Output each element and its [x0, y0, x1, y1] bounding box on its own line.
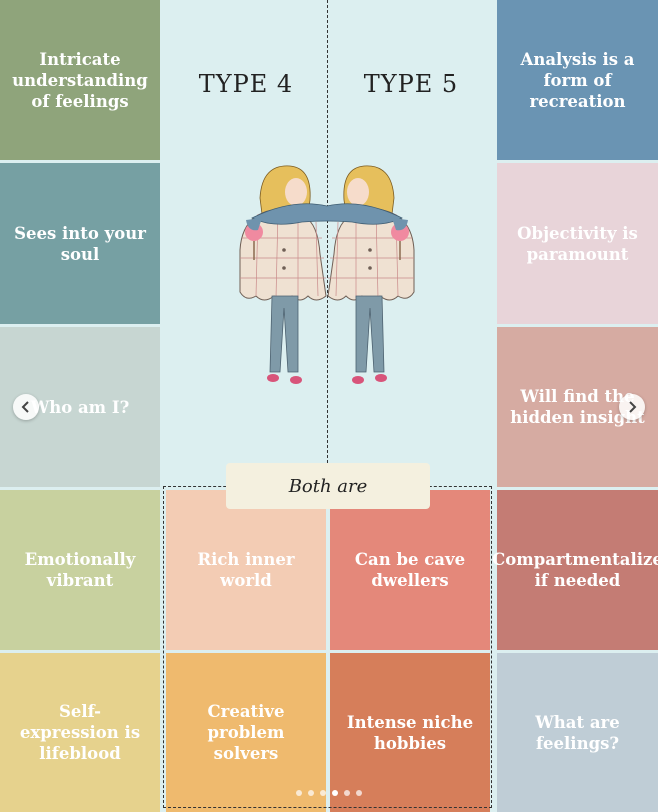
tile-left-1: Intricate understanding of feelings — [0, 0, 160, 160]
carousel-dot[interactable] — [308, 790, 314, 796]
tile-text: Sees into your soul — [14, 223, 146, 264]
carousel-dot[interactable] — [332, 790, 338, 796]
twins-illustration — [239, 165, 415, 384]
tile-text: Creative problem solvers — [207, 702, 285, 763]
tile-center-3: Creative problem solvers — [166, 653, 326, 812]
tile-text: Compartmentalize if needed — [492, 550, 658, 590]
carousel-dot[interactable] — [356, 790, 362, 796]
tile-center-1: Rich inner world — [166, 490, 326, 650]
type-5-heading: TYPE 5 — [363, 70, 459, 98]
tile-left-4: Emotionally vibrant — [0, 490, 160, 650]
tile-text: What are feelings? — [535, 712, 620, 753]
chevron-left-icon — [21, 401, 29, 413]
tile-text: Intense niche hobbies — [346, 712, 474, 753]
carousel-dot[interactable] — [344, 790, 350, 796]
tile-right-1: Analysis is a form of recreation — [497, 0, 658, 160]
tile-left-2: Sees into your soul — [0, 163, 160, 324]
tile-text: Analysis is a form of recreation — [520, 49, 635, 111]
tile-text: Emotionally vibrant — [24, 550, 136, 590]
tile-text: Will find the hidden insight — [510, 387, 645, 427]
tile-text: Who am I? — [30, 397, 130, 417]
tile-text: Self-expression is lifeblood — [19, 702, 141, 763]
type-4-heading: TYPE 4 — [198, 70, 294, 98]
tile-left-5: Self-expression is lifeblood — [0, 653, 160, 812]
tile-right-2: Objectivity is paramount — [497, 163, 658, 324]
tile-text: Can be cave dwellers — [354, 550, 466, 590]
tile-text: Objectivity is paramount — [517, 223, 638, 264]
tile-center-2: Can be cave dwellers — [330, 490, 490, 650]
tile-text: Rich inner world — [197, 550, 295, 590]
shared-traits-label: Both are — [226, 463, 430, 509]
center-divider — [327, 0, 328, 478]
chevron-right-icon — [629, 401, 637, 413]
tile-center-4: Intense niche hobbies — [330, 653, 490, 812]
tile-right-5: What are feelings? — [497, 653, 658, 812]
carousel-dot[interactable] — [320, 790, 326, 796]
carousel-indicator — [0, 790, 658, 796]
tile-text: Intricate understanding of feelings — [12, 49, 148, 111]
previous-slide-button[interactable] — [13, 394, 39, 420]
carousel-dot[interactable] — [296, 790, 302, 796]
next-slide-button[interactable] — [619, 394, 645, 420]
tile-right-4: Compartmentalize if needed — [492, 490, 658, 650]
center-panel — [162, 0, 496, 488]
